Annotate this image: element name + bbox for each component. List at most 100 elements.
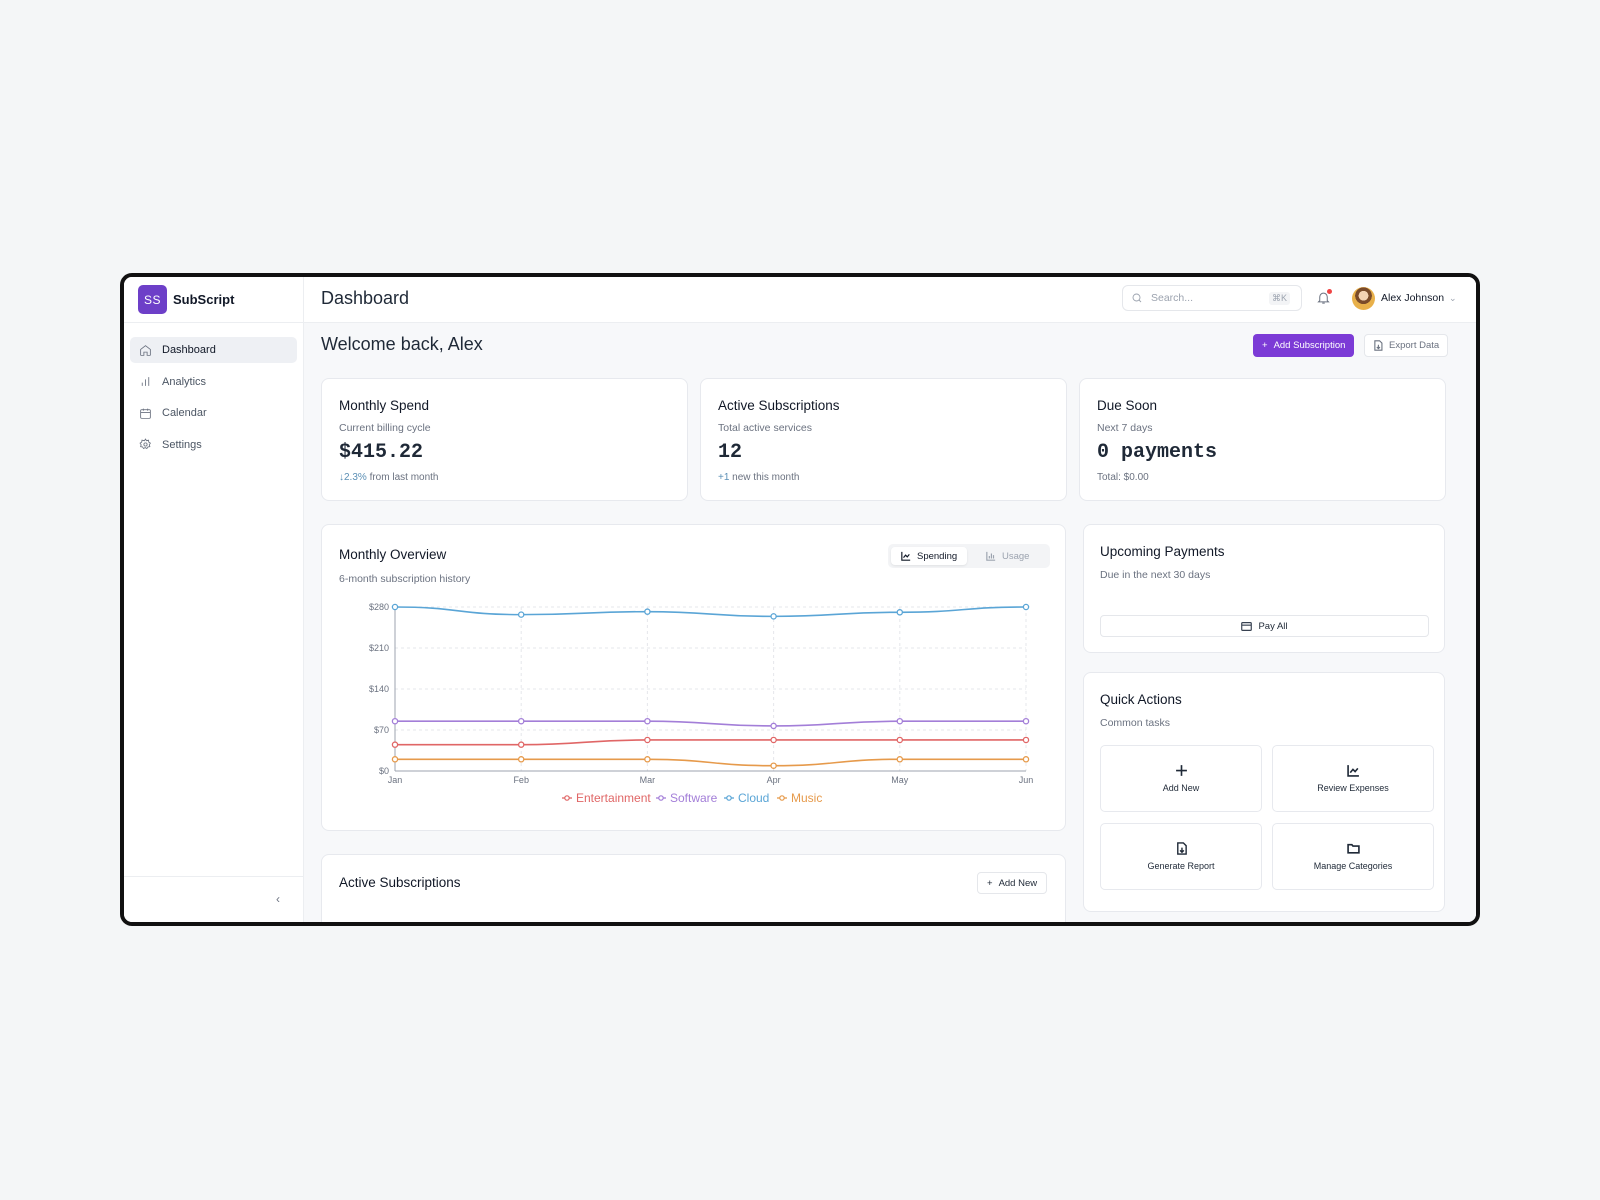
legend-label: Entertainment [576, 791, 651, 805]
x-tick-label: Feb [513, 775, 529, 785]
active-subscriptions-title: Active Subscriptions [339, 875, 461, 890]
data-point-entertainment [770, 736, 777, 744]
data-point-music [644, 756, 651, 763]
export-data-button[interactable]: Export Data [1364, 334, 1449, 357]
data-point-software [1022, 717, 1030, 725]
data-point-cloud [896, 609, 904, 616]
data-point-cloud [770, 613, 777, 620]
data-point-music [391, 756, 399, 763]
sidebar-item-label: Calendar [162, 407, 207, 419]
quick-action-label: Generate Report [1147, 861, 1215, 871]
series-line-cloud [394, 606, 1027, 618]
toggle-spending[interactable]: Spending [891, 547, 968, 565]
y-tick-label: $70 [374, 725, 389, 735]
sidebar-item-label: Dashboard [162, 344, 216, 356]
stat-value: $415.22 [339, 441, 424, 464]
credit-card-icon [1241, 621, 1253, 631]
series-line-music [395, 758, 1026, 767]
y-tick-label: $280 [369, 602, 389, 612]
device-frame: SS SubScript Dashboard Analytics Calenda… [120, 273, 1480, 926]
data-point-music [517, 756, 525, 763]
file-download-icon [1176, 842, 1187, 855]
y-tick-label: $0 [379, 766, 389, 776]
bar-chart-icon [141, 377, 150, 386]
x-tick-label: Mar [640, 775, 656, 785]
sidebar-item-analytics[interactable]: Analytics [130, 369, 297, 395]
data-point-music [770, 762, 777, 769]
stat-footer: Total: $0.00 [1097, 472, 1149, 483]
stat-footer: ↓2.3% from last month [339, 472, 439, 483]
stat-trend-text: from last month [366, 472, 439, 483]
stat-trend-text: new this month [729, 472, 800, 483]
sidebar-footer: ‹ [124, 876, 303, 922]
brand[interactable]: SS SubScript [124, 277, 303, 323]
logo: SS [138, 285, 167, 314]
pay-all-label: Pay All [1258, 620, 1288, 632]
pay-all-button[interactable]: Pay All [1100, 615, 1429, 637]
overview-subtitle: 6-month subscription history [339, 573, 471, 585]
search-box[interactable]: ⌘K [1122, 285, 1302, 311]
add-new-label: Add New [998, 877, 1038, 889]
x-tick-label: Apr [767, 775, 781, 785]
stat-subtitle: Current billing cycle [339, 422, 431, 434]
x-tick-label: May [891, 775, 909, 785]
plus-icon [1175, 765, 1187, 776]
gear-icon [139, 438, 151, 450]
stat-value: 0 payments [1097, 441, 1218, 464]
quick-action-manage-categories[interactable]: Manage Categories [1272, 823, 1434, 890]
data-point-music [896, 756, 904, 763]
collapse-sidebar-icon[interactable]: ‹ [276, 892, 280, 906]
legend-marker [658, 795, 664, 801]
toggle-usage-label: Usage [1002, 550, 1030, 562]
bar-chart-icon [986, 551, 996, 561]
quick-action-add-new[interactable]: Add New [1100, 745, 1262, 812]
quick-title: Quick Actions [1100, 692, 1182, 707]
data-point-entertainment [1022, 736, 1030, 744]
data-point-cloud [517, 611, 525, 618]
add-subscription-label: Add Subscription [1273, 340, 1346, 351]
quick-action-label: Manage Categories [1313, 861, 1393, 871]
sidebar-item-calendar[interactable]: Calendar [130, 400, 297, 426]
bell-icon [1317, 292, 1330, 304]
search-shortcut: ⌘K [1269, 291, 1291, 305]
notifications-button[interactable] [1316, 289, 1332, 306]
quick-action-generate-report[interactable]: Generate Report [1100, 823, 1262, 890]
series-line-entertainment [395, 739, 1026, 746]
sidebar-item-settings[interactable]: Settings [130, 432, 297, 458]
stat-card-due-soon: Due Soon Next 7 days 0 payments Total: $… [1079, 378, 1446, 501]
legend-marker [779, 795, 785, 801]
stat-card-monthly-spend: Monthly Spend Current billing cycle $415… [321, 378, 688, 501]
plus-icon: + [987, 877, 993, 889]
folder-icon [1346, 843, 1360, 854]
upcoming-title: Upcoming Payments [1100, 544, 1225, 559]
main-content: Dashboard ⌘K Alex Johnson ⌄ Welcome back… [304, 277, 1476, 922]
x-tick-label: Jan [388, 775, 403, 785]
y-tick-label: $210 [369, 643, 389, 653]
data-point-music [1022, 756, 1030, 763]
line-chart: $0 $70 $140 $210 $280 Jan Feb Mar Apr May Jun Enter… [369, 602, 1033, 805]
quick-action-review-expenses[interactable]: Review Expenses [1272, 745, 1434, 812]
data-point-entertainment [517, 741, 525, 748]
sidebar-item-label: Settings [162, 438, 202, 451]
user-menu[interactable]: Alex Johnson ⌄ [1352, 285, 1457, 311]
sidebar: SS SubScript Dashboard Analytics Calenda… [124, 277, 304, 922]
add-new-button[interactable]: + Add New [977, 872, 1048, 894]
data-point-software [770, 722, 777, 730]
sidebar-item-dashboard[interactable]: Dashboard [130, 337, 297, 363]
plus-icon: + [1262, 340, 1268, 351]
data-point-software [391, 717, 399, 725]
series-line-software [394, 720, 1026, 727]
data-point-cloud [644, 608, 651, 615]
brand-name: SubScript [173, 292, 235, 307]
legend-marker [726, 795, 732, 801]
upcoming-subtitle: Due in the next 30 days [1100, 569, 1211, 581]
toggle-usage[interactable]: Usage [976, 547, 1039, 565]
toggle-spending-label: Spending [917, 550, 958, 562]
search-input[interactable] [1151, 292, 1269, 304]
quick-subtitle: Common tasks [1100, 717, 1171, 729]
stat-footer: +1 new this month [718, 472, 799, 483]
add-subscription-button[interactable]: + Add Subscription [1253, 334, 1355, 357]
home-icon [140, 344, 151, 356]
data-point-entertainment [644, 736, 651, 744]
file-export-icon [1374, 340, 1383, 351]
